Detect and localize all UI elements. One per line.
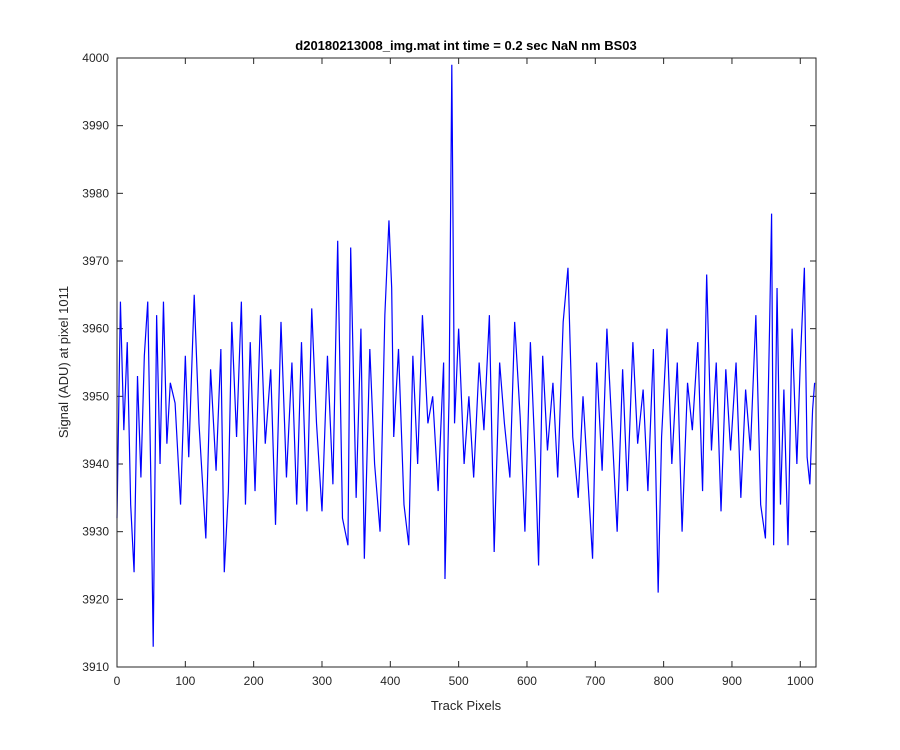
x-tick-label: 0	[114, 674, 121, 688]
y-tick-label: 3980	[82, 186, 109, 200]
y-tick-label: 3910	[82, 660, 109, 674]
x-tick-label: 600	[517, 674, 537, 688]
x-tick-label: 500	[449, 674, 469, 688]
y-tick-label: 3970	[82, 254, 109, 268]
x-axis-label: Track Pixels	[431, 698, 502, 713]
x-tick-label: 300	[312, 674, 332, 688]
y-tick-label: 4000	[82, 51, 109, 65]
x-tick-label: 700	[585, 674, 605, 688]
x-tick-label: 400	[380, 674, 400, 688]
y-tick-label: 3920	[82, 592, 109, 606]
axis-ticks: 0 100 200 300 400 500 600 700 800 900 1000 3910 3920…	[82, 51, 816, 688]
axes-box	[116, 57, 817, 668]
y-tick-label: 3940	[82, 457, 109, 471]
plot-area	[117, 58, 816, 667]
series-line	[116, 64, 816, 647]
x-tick-label: 100	[175, 674, 195, 688]
y-tick-label: 3990	[82, 119, 109, 133]
x-tick-label: 200	[244, 674, 264, 688]
y-axis-label: Signal (ADU) at pixel 1011	[56, 286, 71, 438]
y-tick-label: 3950	[82, 389, 109, 403]
x-tick-label: 800	[654, 674, 674, 688]
y-tick-label: 3960	[82, 322, 109, 336]
chart-title: d20180213008_img.mat int time = 0.2 sec …	[295, 38, 636, 53]
data-series	[116, 64, 816, 647]
x-tick-label: 1000	[787, 674, 814, 688]
y-tick-label: 3930	[82, 525, 109, 539]
x-tick-label: 900	[722, 674, 742, 688]
